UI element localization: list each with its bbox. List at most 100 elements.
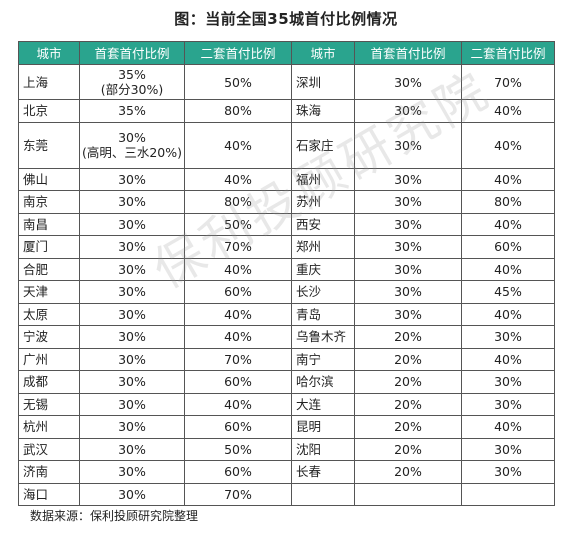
second-payment-cell: 40% bbox=[461, 167, 555, 191]
second-payment-cell: 40% bbox=[184, 121, 292, 169]
city-cell: 武汉 bbox=[18, 437, 80, 461]
first-payment-cell: 30% bbox=[354, 212, 462, 236]
city-cell: 厦门 bbox=[18, 235, 80, 259]
city-cell: 青岛 bbox=[291, 302, 355, 326]
first-payment-cell: 20% bbox=[354, 325, 462, 349]
second-payment-cell: 60% bbox=[184, 415, 292, 439]
first-payment-value: 30% bbox=[118, 306, 146, 322]
second-payment-cell: 40% bbox=[461, 257, 555, 281]
second-payment-cell: 70% bbox=[184, 482, 292, 506]
city-cell: 北京 bbox=[18, 99, 80, 123]
second-payment-cell: 60% bbox=[184, 280, 292, 304]
table-body: 上海 35% (部分30%) 50% 深圳 30% 70% 北京 35% 80% 珠海 30% 40% 东… bbox=[18, 64, 555, 506]
city-cell: 宁波 bbox=[18, 325, 80, 349]
city-cell: 珠海 bbox=[291, 99, 355, 123]
city-cell: 哈尔滨 bbox=[291, 370, 355, 394]
city-cell: 杭州 bbox=[18, 415, 80, 439]
header-first-right: 首套首付比例 bbox=[354, 41, 462, 65]
second-payment-cell: 70% bbox=[184, 347, 292, 371]
first-payment-cell: 20% bbox=[354, 415, 462, 439]
table-row: 南昌 30% 50% 西安 30% 40% bbox=[18, 212, 555, 236]
first-payment-value: 30% bbox=[118, 396, 146, 412]
first-payment-value: 30% bbox=[118, 419, 146, 435]
table-row: 太原 30% 40% 青岛 30% 40% bbox=[18, 302, 555, 326]
second-payment-cell: 40% bbox=[461, 415, 555, 439]
first-payment-cell: 30% bbox=[354, 190, 462, 214]
first-payment-value: 30% bbox=[118, 374, 146, 390]
table-row: 成都 30% 60% 哈尔滨 20% 30% bbox=[18, 370, 555, 394]
first-payment-cell: 30% bbox=[354, 64, 462, 100]
first-payment-value: 30% bbox=[118, 464, 146, 480]
city-cell: 济南 bbox=[18, 460, 80, 484]
city-cell: 上海 bbox=[18, 64, 80, 100]
first-payment-value: 35% bbox=[118, 67, 146, 82]
second-payment-cell: 60% bbox=[184, 370, 292, 394]
header-second-right: 二套首付比例 bbox=[461, 41, 555, 65]
first-payment-cell: 20% bbox=[354, 437, 462, 461]
city-cell: 乌鲁木齐 bbox=[291, 325, 355, 349]
first-payment-cell: 30% bbox=[79, 392, 185, 416]
first-payment-value: 30% bbox=[118, 329, 146, 345]
second-payment-cell: 70% bbox=[461, 64, 555, 100]
city-cell: 福州 bbox=[291, 167, 355, 191]
table-row: 无锡 30% 40% 大连 20% 30% bbox=[18, 392, 555, 416]
header-first-left: 首套首付比例 bbox=[79, 41, 185, 65]
first-payment-cell: 30% bbox=[79, 460, 185, 484]
first-payment-cell: 30% bbox=[354, 235, 462, 259]
first-payment-value: 30% bbox=[118, 486, 146, 502]
city-cell: 苏州 bbox=[291, 190, 355, 214]
table-row: 北京 35% 80% 珠海 30% 40% bbox=[18, 99, 555, 123]
second-payment-cell: 40% bbox=[184, 392, 292, 416]
first-payment-value: 30% bbox=[118, 239, 146, 255]
table-header-row: 城市 首套首付比例 二套首付比例 城市 首套首付比例 二套首付比例 bbox=[18, 41, 555, 65]
city-cell: 石家庄 bbox=[291, 121, 355, 169]
second-payment-cell: 40% bbox=[461, 347, 555, 371]
table-row: 上海 35% (部分30%) 50% 深圳 30% 70% bbox=[18, 64, 555, 100]
header-city-right: 城市 bbox=[291, 41, 355, 65]
first-payment-value: 35% bbox=[118, 103, 146, 119]
first-payment-note: (部分30%) bbox=[100, 82, 164, 97]
second-payment-cell: 60% bbox=[184, 460, 292, 484]
city-cell bbox=[291, 482, 355, 506]
first-payment-cell: 30% bbox=[354, 121, 462, 169]
table-row: 合肥 30% 40% 重庆 30% 40% bbox=[18, 257, 555, 281]
second-payment-cell: 30% bbox=[461, 437, 555, 461]
city-cell: 广州 bbox=[18, 347, 80, 371]
city-cell: 沈阳 bbox=[291, 437, 355, 461]
figure-title: 图：当前全国35城首付比例情况 bbox=[174, 10, 398, 28]
first-payment-cell: 30% bbox=[354, 99, 462, 123]
first-payment-value: 30% bbox=[118, 284, 146, 300]
second-payment-cell: 80% bbox=[184, 99, 292, 123]
first-payment-value: 30% bbox=[118, 216, 146, 232]
data-source-note: 数据来源：保利投顾研究院整理 bbox=[30, 509, 199, 523]
header-city-left: 城市 bbox=[18, 41, 80, 65]
first-payment-cell: 30% bbox=[79, 257, 185, 281]
first-payment-cell: 20% bbox=[354, 392, 462, 416]
city-cell: 昆明 bbox=[291, 415, 355, 439]
city-cell: 天津 bbox=[18, 280, 80, 304]
down-payment-table: 城市 首套首付比例 二套首付比例 城市 首套首付比例 二套首付比例 上海 35%(… bbox=[18, 41, 555, 506]
second-payment-cell: 50% bbox=[184, 437, 292, 461]
first-payment-cell: 30% bbox=[79, 235, 185, 259]
city-cell: 太原 bbox=[18, 302, 80, 326]
city-cell: 成都 bbox=[18, 370, 80, 394]
second-payment-cell: 40% bbox=[461, 212, 555, 236]
city-cell: 合肥 bbox=[18, 257, 80, 281]
first-payment-cell: 30% bbox=[354, 302, 462, 326]
first-payment-cell: 30% bbox=[79, 370, 185, 394]
table-row: 济南 30% 60% 长春 20% 30% bbox=[18, 460, 555, 484]
first-payment-cell: 30% bbox=[79, 437, 185, 461]
table-row: 厦门 30% 70% 郑州 30% 60% bbox=[18, 235, 555, 259]
first-payment-note: (高明、三水20%) bbox=[81, 145, 183, 160]
second-payment-cell: 70% bbox=[184, 235, 292, 259]
first-payment-cell: 30% bbox=[79, 347, 185, 371]
city-cell: 无锡 bbox=[18, 392, 80, 416]
first-payment-value: 30% bbox=[118, 130, 146, 145]
city-cell: 海口 bbox=[18, 482, 80, 506]
second-payment-cell: 40% bbox=[461, 99, 555, 123]
first-payment-cell: 35% bbox=[79, 99, 185, 123]
table-row: 海口 30% 70% bbox=[18, 482, 555, 506]
second-payment-cell: 80% bbox=[184, 190, 292, 214]
second-payment-cell: 30% bbox=[461, 325, 555, 349]
first-payment-value: 30% bbox=[118, 441, 146, 457]
